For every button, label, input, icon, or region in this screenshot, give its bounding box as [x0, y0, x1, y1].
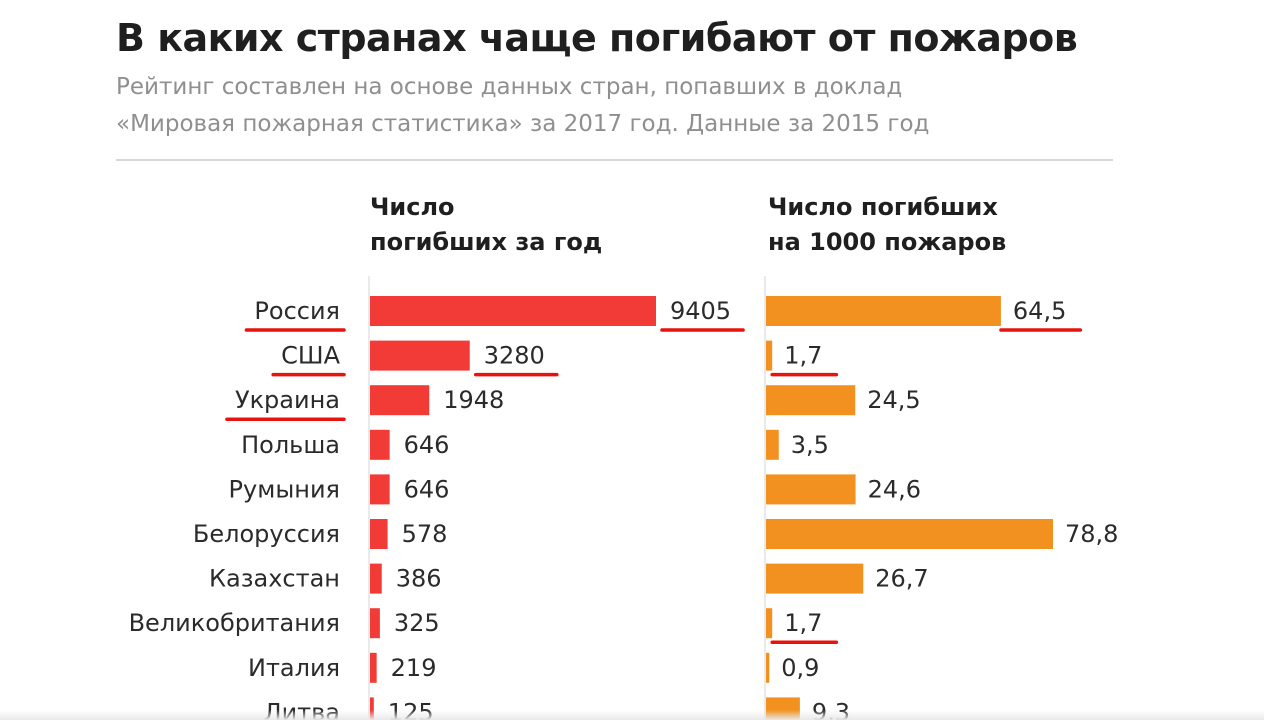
chart-subtitle-line-1: Рейтинг составлен на основе данных стран… [116, 74, 903, 100]
deaths-per-year-value-label: 386 [396, 565, 442, 593]
deaths-per-1000-fires-value-label: 1,7 [784, 609, 822, 637]
deaths-per-year-value-label: 9405 [670, 297, 731, 325]
chart-subtitle-line-2: «Мировая пожарная статистика» за 2017 го… [116, 111, 930, 137]
deaths-per-1000-fires-bar [766, 429, 779, 460]
category-label: Италия [248, 654, 340, 682]
deaths-per-1000-fires-value-label: 78,8 [1065, 520, 1118, 548]
deaths-per-year-bar [370, 429, 390, 460]
deaths-per-1000-fires-value-label: 64,5 [1013, 297, 1066, 325]
deaths-per-1000-fires-bar [766, 474, 856, 505]
category-label: Румыния [229, 475, 340, 503]
deaths-per-1000-fires-value-label: 26,7 [875, 565, 928, 593]
deaths-per-year-bar [370, 697, 374, 720]
category-label: Польша [241, 431, 340, 459]
deaths-per-year-bar [370, 563, 382, 594]
category-label: Белоруссия [193, 520, 340, 548]
deaths-per-year-bar [370, 474, 390, 505]
category-label: Великобритания [129, 609, 340, 637]
deaths-per-year-value-label: 1948 [443, 386, 504, 414]
deaths-per-1000-fires-bar [766, 519, 1053, 549]
deaths-per-1000-fires-bar [766, 340, 773, 371]
deaths-per-year-value-label: 219 [391, 654, 437, 682]
category-label: Украина [235, 386, 340, 414]
deaths-per-1000-fires-value-label: 3,5 [791, 431, 829, 459]
deaths-per-1000-fires-header-line-1: Число погибших [768, 193, 998, 221]
deaths-per-1000-fires-header-line-2: на 1000 пожаров [768, 228, 1007, 256]
header-divider [116, 159, 1113, 161]
deaths-per-year-header-line-1: Число [370, 193, 455, 221]
deaths-per-1000-fires-bar [766, 608, 773, 639]
deaths-per-1000-fires-value-label: 1,7 [784, 342, 822, 370]
deaths-per-year-header-line-2: погибших за год [370, 228, 603, 256]
deaths-per-year-value-label: 578 [402, 520, 448, 548]
deaths-per-year-value-label: 646 [404, 475, 450, 503]
chart-title: В каких странах чаще погибают от пожаров [116, 16, 1078, 60]
category-label: Россия [254, 297, 340, 325]
deaths-per-1000-fires-value-label: 0,9 [781, 654, 819, 682]
deaths-per-year-value-label: 646 [404, 431, 450, 459]
deaths-per-1000-fires-bar [766, 563, 864, 594]
bottom-edge-shadow [0, 710, 1264, 720]
deaths-per-1000-fires-bar [766, 385, 856, 416]
deaths-per-1000-fires-value-label: 24,6 [868, 475, 921, 503]
deaths-per-1000-fires-value-label: 24,5 [867, 386, 920, 414]
deaths-per-year-bar [370, 519, 388, 549]
deaths-per-year-bar [370, 296, 656, 326]
deaths-per-year-value-label: 3280 [484, 342, 545, 370]
deaths-per-year-value-label: 325 [394, 609, 440, 637]
deaths-per-1000-fires-bar [766, 652, 770, 683]
category-label: Казахстан [209, 565, 340, 593]
deaths-per-year-bar [370, 652, 377, 683]
deaths-per-year-bar [370, 340, 470, 371]
deaths-per-year-bar [370, 608, 380, 639]
deaths-per-year-bar [370, 385, 430, 416]
deaths-per-1000-fires-bar [766, 296, 1001, 326]
category-label: США [281, 342, 340, 370]
